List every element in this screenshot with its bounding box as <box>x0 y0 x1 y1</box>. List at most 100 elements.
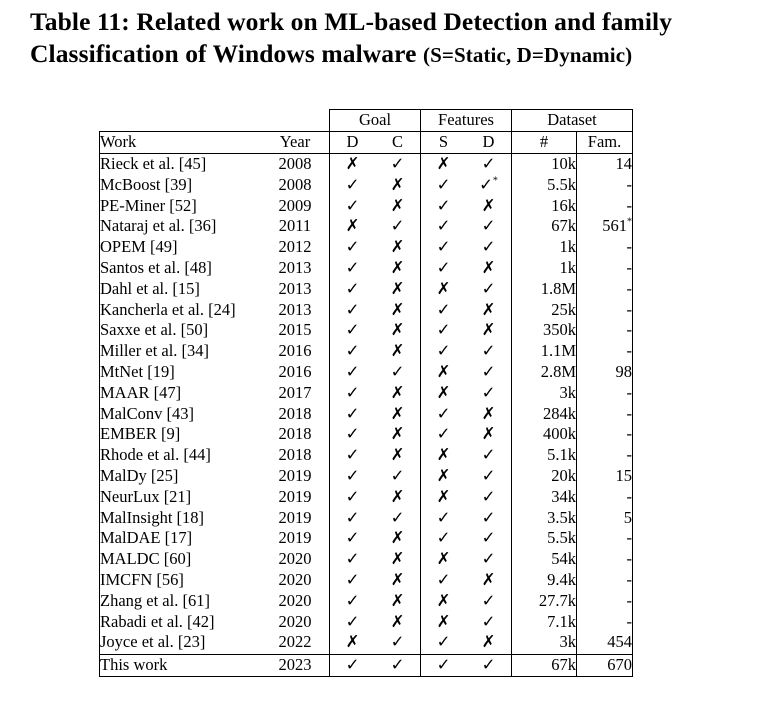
goal-classification-cell: ✗ <box>375 195 421 216</box>
year-cell: 2019 <box>278 528 312 548</box>
work-cell: This work <box>99 653 261 677</box>
goal-detection-cell: ✓ <box>329 548 375 570</box>
families-cell: - <box>576 611 633 632</box>
families-cell: - <box>576 590 633 612</box>
work-cell: Miller et al. [34] <box>99 340 261 362</box>
families-cell: - <box>576 548 633 570</box>
sample-count-cell: 400k <box>543 424 576 444</box>
dynamic-features-cell: ✗ <box>466 569 512 591</box>
year-cell: 2015 <box>278 320 312 340</box>
year-cell: 2013 <box>278 257 312 277</box>
dynamic-features-cell: ✓ <box>466 361 512 383</box>
year-cell: 2022 <box>278 632 312 652</box>
static-features-cell: ✓ <box>436 257 451 277</box>
sample-count-cell: 27.7k <box>538 590 576 610</box>
static-features-cell: ✗ <box>436 465 451 485</box>
goal-classification-cell: ✓ <box>375 653 421 677</box>
table-row: MtNet [19] 2016 ✓ ✓ ✗ ✓ 2.8M 98 <box>99 361 633 383</box>
work-cell: MALDC [60] <box>99 548 261 570</box>
work-cell: MalDAE [17] <box>99 527 261 549</box>
goal-detection-cell: ✓ <box>329 590 375 612</box>
goal-detection-cell: ✓ <box>329 611 375 632</box>
families-cell: - <box>576 319 633 341</box>
work-cell: MtNet [19] <box>99 361 261 383</box>
static-features-cell: ✓ <box>420 653 466 677</box>
year-cell: 2008 <box>278 153 312 173</box>
dynamic-features-cell: ✓ <box>466 153 512 175</box>
sample-count-cell: 20k <box>551 465 576 485</box>
year-cell: 2013 <box>278 278 312 298</box>
goal-detection-column-header: D <box>329 130 375 154</box>
work-cell: MalDy [25] <box>99 465 261 487</box>
static-features-cell: ✗ <box>436 590 451 610</box>
work-cell: Saxxe et al. [50] <box>99 319 261 341</box>
dynamic-features-cell: ✓ <box>466 590 512 612</box>
year-cell: 2016 <box>278 341 312 361</box>
sample-count-cell: 34k <box>551 486 576 506</box>
goal-detection-cell: ✓ <box>329 278 375 300</box>
year-cell: 2020 <box>278 549 312 569</box>
static-features-cell: ✓ <box>436 424 451 444</box>
sample-count-cell: 67k <box>511 653 577 677</box>
sample-count-cell: 3k <box>559 632 577 652</box>
table-row: Santos et al. [48] 2013 ✓ ✗ ✓ ✗ 1k - <box>99 257 633 279</box>
work-cell: OPEM [49] <box>99 236 261 258</box>
dataset-group-header: Dataset <box>511 109 633 132</box>
goal-detection-cell: ✗ <box>329 215 375 237</box>
table-row: MALDC [60] 2020 ✓ ✗ ✗ ✓ 54k - <box>99 548 633 570</box>
table-row: This work 2023 ✓ ✓ ✓ ✓ 67k 670 <box>99 653 633 677</box>
static-features-cell: ✗ <box>436 153 451 173</box>
goal-classification-cell: ✗ <box>375 382 421 404</box>
table-row: Dahl et al. [15] 2013 ✓ ✗ ✗ ✓ 1.8M - <box>99 278 633 300</box>
goal-detection-cell: ✓ <box>329 527 375 549</box>
table-row: OPEM [49] 2012 ✓ ✗ ✓ ✓ 1k - <box>99 236 633 258</box>
table-row: Miller et al. [34] 2016 ✓ ✗ ✓ ✓ 1.1M - <box>99 340 633 362</box>
table-row: Rieck et al. [45] 2008 ✗ ✓ ✗ ✓ 10k 14 <box>99 153 633 175</box>
goal-classification-cell: ✓ <box>375 361 421 383</box>
goal-classification-cell: ✓ <box>375 215 421 237</box>
static-features-cell: ✓ <box>436 216 451 236</box>
goal-detection-cell: ✓ <box>329 257 375 279</box>
year-cell: 2011 <box>278 216 312 236</box>
work-cell: MalConv [43] <box>99 403 261 424</box>
work-cell: PE-Miner [52] <box>99 195 261 216</box>
dynamic-features-cell: ✗ <box>466 195 512 216</box>
goal-classification-cell: ✗ <box>375 444 421 466</box>
static-features-cell: ✓ <box>436 237 451 257</box>
work-cell: Joyce et al. [23] <box>99 631 261 655</box>
dynamic-features-cell: ✗ <box>466 631 512 655</box>
static-features-cell: ✓ <box>436 195 451 215</box>
table-row: Saxxe et al. [50] 2015 ✓ ✗ ✓ ✗ 350k - <box>99 319 633 341</box>
table-caption: Table 11: Related work on ML-based Detec… <box>30 6 770 71</box>
table-row: Kancherla et al. [24] 2013 ✓ ✗ ✓ ✗ 25k - <box>99 299 633 320</box>
goal-detection-cell: ✓ <box>329 569 375 591</box>
families-cell: 561* <box>576 215 633 237</box>
year-cell: 2020 <box>278 611 312 631</box>
table-row: Nataraj et al. [36] 2011 ✗ ✓ ✓ ✓ 67k 561* <box>99 215 633 237</box>
year-cell: 2018 <box>278 424 312 444</box>
caption-legend: (S=Static, D=Dynamic) <box>423 43 633 67</box>
sample-count-cell: 67k <box>551 216 576 236</box>
static-features-cell: ✗ <box>436 486 451 506</box>
goal-classification-cell: ✗ <box>375 527 421 549</box>
sample-count-cell: 5.5k <box>547 174 576 194</box>
year-cell: 2016 <box>278 361 312 381</box>
sample-count-cell: 25k <box>551 299 576 319</box>
dynamic-features-cell: ✓ <box>466 548 512 570</box>
table-row: MAAR [47] 2017 ✓ ✗ ✗ ✓ 3k - <box>99 382 633 404</box>
static-features-cell: ✗ <box>436 549 451 569</box>
year-cell: 2018 <box>278 403 312 423</box>
dynamic-features-cell: ✗ <box>466 299 512 320</box>
goal-classification-cell: ✓ <box>375 507 421 528</box>
families-cell: 14 <box>576 153 633 175</box>
dynamic-features-cell: ✗ <box>466 257 512 279</box>
goal-classification-cell: ✗ <box>375 174 421 196</box>
families-cell: - <box>576 195 633 216</box>
sample-count-cell: 350k <box>543 320 576 340</box>
families-cell: 670 <box>576 653 633 677</box>
sample-count-cell: 3k <box>559 382 577 402</box>
families-cell: - <box>576 257 633 279</box>
families-cell: - <box>576 299 633 320</box>
dynamic-features-cell: ✗ <box>466 423 512 445</box>
static-features-cell: ✗ <box>436 278 451 298</box>
